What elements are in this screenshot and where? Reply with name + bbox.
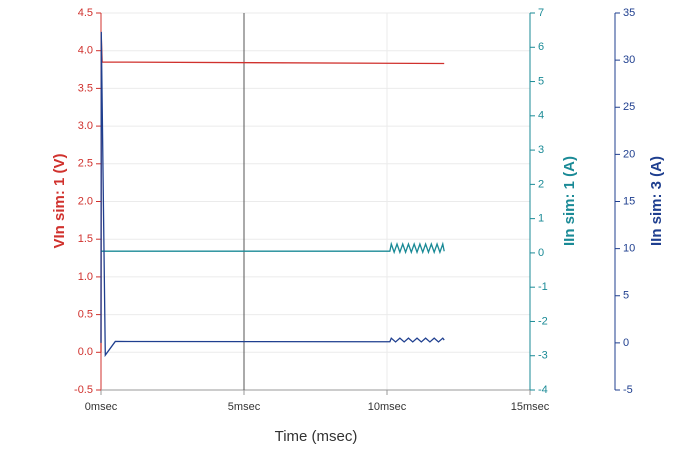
x-tick-label: 15msec <box>511 401 550 413</box>
y2-tick-label: -4 <box>538 384 548 396</box>
y2-tick-label: 1 <box>538 213 544 225</box>
y-axis-title: VIn sim: 1 (V) <box>51 153 68 248</box>
y3-tick-label: 35 <box>623 7 635 19</box>
y-tick-label: 2.5 <box>78 158 93 170</box>
y-tick-label: 2.0 <box>78 195 93 207</box>
y-tick-label: 1.0 <box>78 271 93 283</box>
y2-axis-title: IIn sim: 1 (A) <box>561 156 578 246</box>
y2-tick-label: -2 <box>538 315 548 327</box>
x-tick-label: 5msec <box>228 401 261 413</box>
y3-tick-label: 10 <box>623 243 635 255</box>
y2-tick-label: -1 <box>538 281 548 293</box>
y2-tick-label: 6 <box>538 41 544 53</box>
y2-tick-label: -3 <box>538 350 548 362</box>
y-tick-label: 0.0 <box>78 346 93 358</box>
y-tick-label: 3.0 <box>78 120 93 132</box>
y-tick-label: -0.5 <box>74 384 93 396</box>
y2-tick-label: 0 <box>538 247 544 259</box>
y-tick-label: 4.0 <box>78 45 93 57</box>
y3-tick-label: 5 <box>623 290 629 302</box>
y-tick-label: 1.5 <box>78 233 93 245</box>
x-tick-label: 10msec <box>368 401 407 413</box>
x-tick-label: 0msec <box>85 401 118 413</box>
y-tick-label: 4.5 <box>78 7 93 19</box>
y3-tick-label: 25 <box>623 101 635 113</box>
y3-tick-label: 0 <box>623 337 629 349</box>
y3-tick-label: 20 <box>623 148 635 160</box>
y3-tick-label: -5 <box>623 384 633 396</box>
series-line <box>100 31 445 358</box>
y2-tick-label: 3 <box>538 144 544 156</box>
x-axis-title: Time (msec) <box>275 428 358 445</box>
y2-tick-label: 2 <box>538 178 544 190</box>
y-tick-label: 3.5 <box>78 82 93 94</box>
y3-axis-title: IIn sim: 3 (A) <box>648 156 665 246</box>
y3-tick-label: 30 <box>623 54 635 66</box>
y2-tick-label: 7 <box>538 7 544 19</box>
series-line <box>100 37 445 353</box>
y2-tick-label: 4 <box>538 110 544 122</box>
y2-tick-label: 5 <box>538 75 544 87</box>
y3-tick-label: 15 <box>623 195 635 207</box>
series-line <box>101 241 445 255</box>
y-tick-label: 0.5 <box>78 309 93 321</box>
